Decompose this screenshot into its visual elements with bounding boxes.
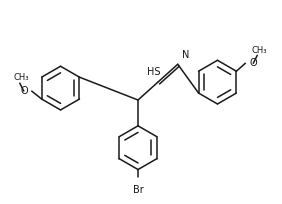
Text: Br: Br bbox=[133, 185, 143, 195]
Text: O: O bbox=[249, 58, 257, 68]
Text: CH₃: CH₃ bbox=[13, 73, 28, 82]
Text: CH₃: CH₃ bbox=[252, 46, 267, 55]
Text: HS: HS bbox=[147, 67, 161, 77]
Text: O: O bbox=[20, 86, 28, 96]
Text: N: N bbox=[182, 50, 189, 60]
